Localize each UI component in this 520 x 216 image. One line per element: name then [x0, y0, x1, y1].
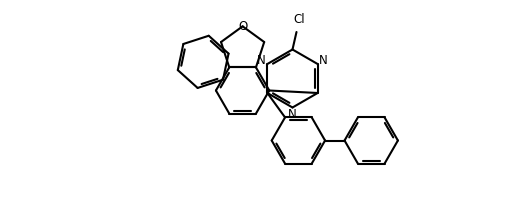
Text: N: N	[288, 108, 297, 121]
Text: N: N	[257, 54, 266, 67]
Text: Cl: Cl	[293, 13, 305, 26]
Text: O: O	[238, 20, 247, 33]
Text: N: N	[319, 54, 328, 67]
